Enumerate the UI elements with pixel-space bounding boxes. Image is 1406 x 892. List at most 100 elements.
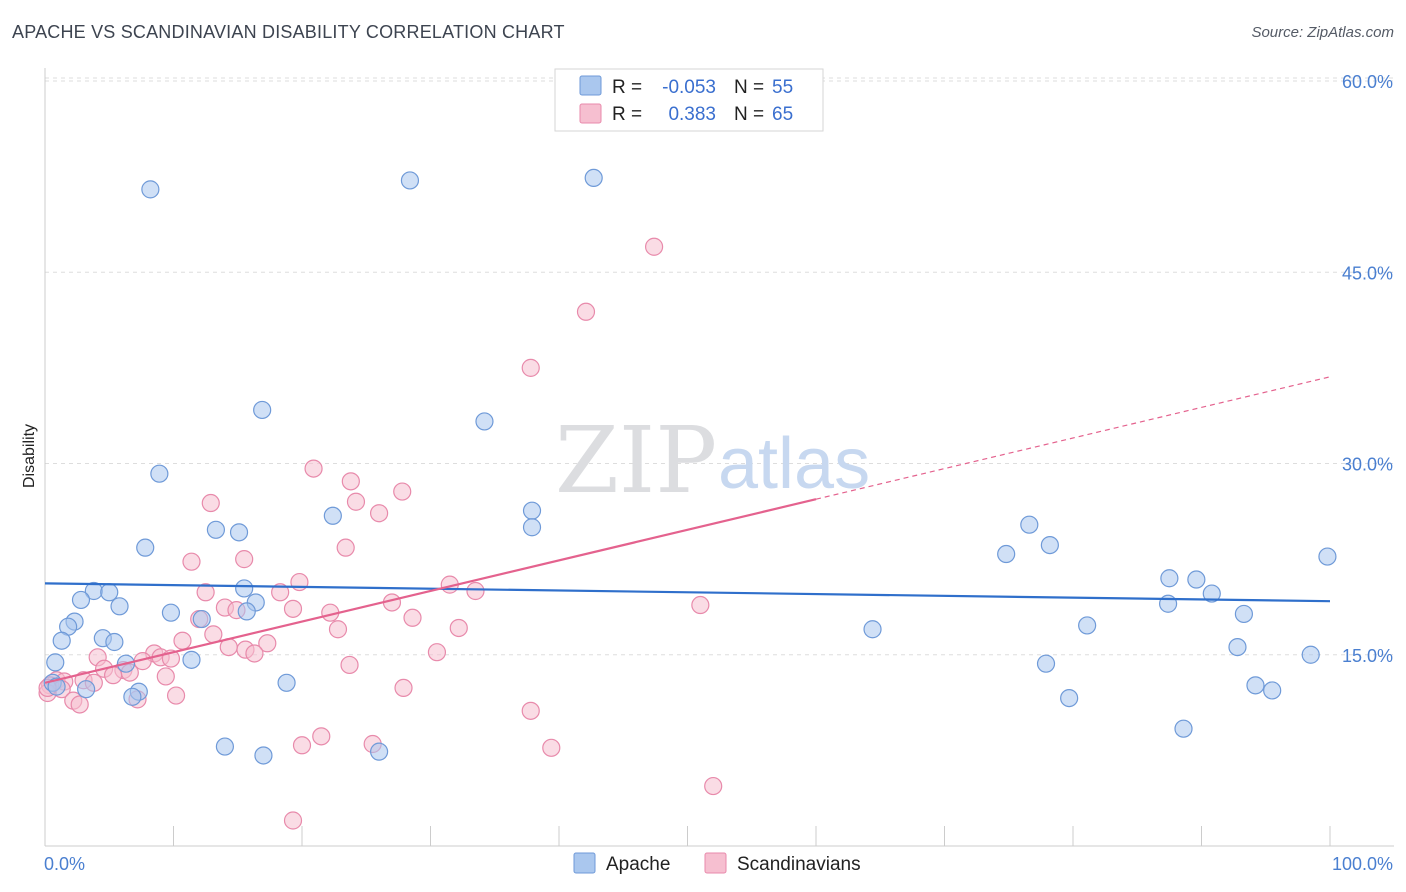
apache-point (182, 650, 201, 669)
apache-point (1228, 637, 1247, 657)
scand-point (704, 776, 723, 796)
apache-point (235, 579, 254, 598)
scand-point (235, 550, 254, 569)
scand-point (393, 482, 412, 501)
apache-point (522, 518, 542, 537)
scand-point (258, 634, 277, 653)
scand-point (449, 618, 468, 638)
apache-point (277, 673, 296, 692)
scand-point (283, 599, 303, 618)
apache-point (52, 631, 71, 650)
apache-point (1234, 604, 1254, 624)
legend-apache-n-value: 55 (772, 77, 793, 98)
scand-point (394, 678, 413, 698)
apache-point (254, 746, 273, 765)
y-axis-label: Disability (21, 424, 38, 488)
legend-scand-n-value: 65 (772, 104, 793, 125)
bottom-legend-scand-label: Scandinavians (737, 854, 861, 875)
scand-point (336, 538, 355, 557)
bottom-legend-scand-swatch (704, 852, 727, 874)
apache-point (123, 687, 142, 706)
apache-point (77, 680, 96, 699)
scand-point (312, 727, 331, 746)
apache-point (997, 544, 1016, 564)
legend-apache-n-label: N = (734, 77, 764, 98)
scand-point (427, 643, 447, 662)
apache-point (1160, 569, 1179, 588)
legend-apache-swatch (579, 75, 602, 96)
apache-point (141, 180, 160, 199)
apache-point (192, 609, 211, 629)
legend-scand-r-value: 0.383 (668, 104, 716, 125)
apache-point (1246, 676, 1265, 695)
y-tick-label: 45.0% (1342, 263, 1393, 283)
scand-point (201, 493, 220, 513)
apache-point (105, 632, 124, 652)
apache-point (1040, 535, 1059, 555)
chart-title: APACHE VS SCANDINAVIAN DISABILITY CORREL… (12, 22, 565, 42)
legend-apache-r-label: R = (612, 77, 642, 98)
apache-point (237, 602, 256, 621)
apache-point (1174, 719, 1193, 738)
x-tick-label: 100.0% (1332, 854, 1393, 874)
apache-point (46, 653, 65, 672)
apache-point (475, 412, 494, 431)
apache-point (400, 171, 420, 190)
scand-point (370, 504, 389, 523)
apache-point (370, 742, 389, 761)
apache-point (522, 501, 542, 520)
y-tick-labels: 15.0% 30.0% 45.0% 60.0% (1342, 72, 1393, 666)
apache-trend-line (44, 582, 1331, 603)
bottom-legend-apache-label: Apache (606, 854, 670, 875)
apache-point (1078, 616, 1097, 635)
apache-point (100, 583, 119, 602)
scand-point (346, 492, 366, 511)
apache-point (584, 168, 603, 187)
legend-scand-swatch (579, 103, 602, 124)
apache-points (43, 168, 1337, 765)
scand-point (245, 644, 264, 663)
x-tick-label: 0.0% (44, 854, 85, 874)
watermark-atlas: atlas (718, 424, 870, 504)
series-legend: Apache Scandinavians (573, 852, 861, 875)
legend-apache-r-value: -0.053 (662, 77, 716, 98)
scand-point (542, 738, 561, 757)
correlation-legend: R = -0.053 N = 55 R = 0.383 N = 65 (554, 68, 824, 132)
scand-point (196, 583, 215, 602)
scand-point (166, 686, 186, 705)
scand-point (691, 595, 710, 615)
scand-point (70, 695, 89, 714)
scand-point (576, 302, 596, 321)
apache-point (1318, 547, 1337, 566)
apache-point (1263, 681, 1282, 700)
apache-point (150, 464, 169, 483)
apache-point (863, 620, 882, 639)
scand-point (328, 620, 348, 639)
scand-trend-line-projection (815, 376, 1331, 500)
apache-point (1020, 515, 1039, 534)
watermark: ZIP atlas (555, 407, 870, 514)
scandinavians-points (38, 237, 723, 830)
apache-point (47, 677, 66, 696)
apache-point (136, 538, 155, 557)
scand-point (466, 581, 485, 601)
axes (44, 68, 1394, 847)
scand-point (283, 811, 303, 830)
scand-point (156, 667, 175, 686)
scand-point (182, 552, 201, 571)
apache-point (323, 506, 342, 525)
scand-point (644, 237, 664, 256)
apache-point (1060, 688, 1079, 708)
grid-lines (45, 77, 1394, 656)
apache-point (215, 737, 234, 756)
apache-point (161, 603, 181, 622)
chart-source: Source: ZipAtlas.com (1251, 24, 1394, 41)
y-tick-label: 60.0% (1342, 72, 1393, 92)
legend-scand-r-label: R = (612, 104, 642, 125)
apache-point (1301, 645, 1320, 664)
scand-point (340, 655, 359, 675)
apache-point (110, 597, 129, 616)
scand-point (521, 358, 540, 377)
apache-point (1187, 570, 1206, 589)
